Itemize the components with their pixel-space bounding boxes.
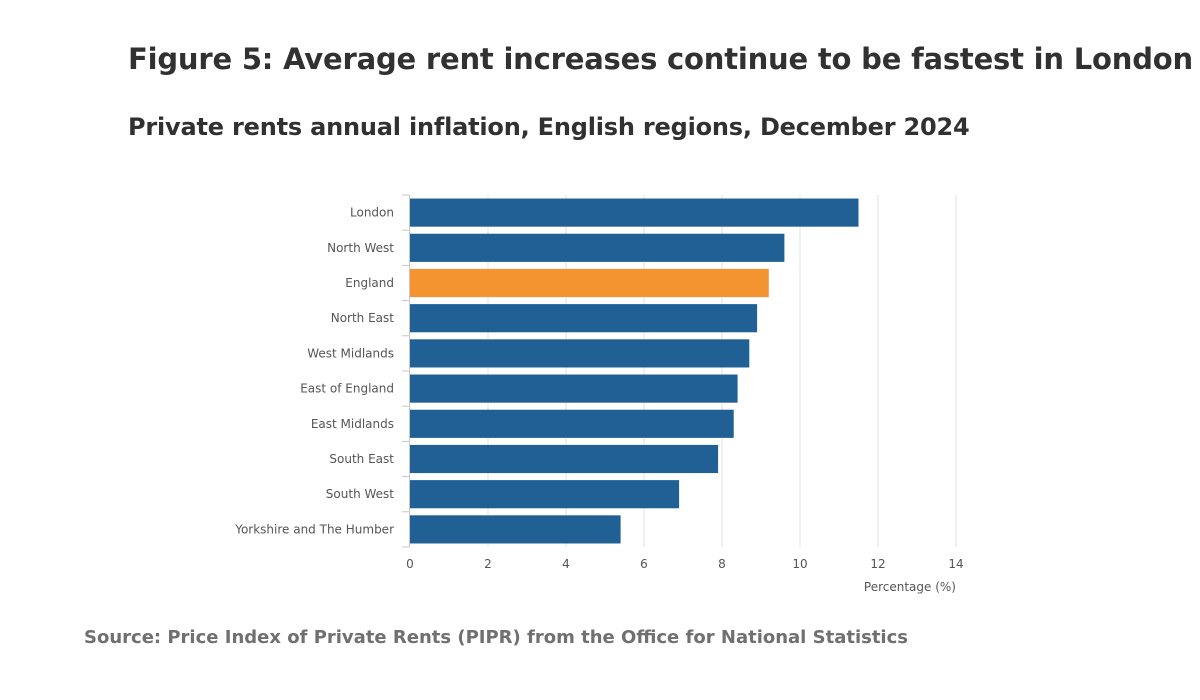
x-tick-label-12: 12 [870, 557, 885, 571]
category-label-north-east: North East [331, 311, 395, 325]
category-label-south-east: South East [329, 452, 394, 466]
category-label-england: England [345, 276, 394, 290]
x-tick-label-2: 2 [484, 557, 492, 571]
bar-east-of-england [410, 374, 738, 403]
x-tick-label-14: 14 [948, 557, 963, 571]
category-label-east-of-england: East of England [300, 382, 394, 396]
category-label-north-west: North West [327, 241, 394, 255]
x-tick-label-8: 8 [718, 557, 726, 571]
bar-london [410, 198, 859, 227]
figure-subtitle: Private rents annual inflation, English … [128, 113, 970, 141]
bar-yorkshire-and-the-humber [410, 515, 621, 544]
bar-south-east [410, 444, 719, 474]
x-tick-label-0: 0 [406, 557, 414, 571]
category-label-west-midlands: West Midlands [307, 346, 394, 360]
x-tick-label-6: 6 [640, 557, 648, 571]
x-tick-label-10: 10 [792, 557, 807, 571]
category-label-london: London [350, 206, 394, 220]
x-axis-title: Percentage (%) [864, 580, 956, 594]
category-labels: London North West England North East West Mi… [234, 206, 394, 537]
source-note: Source: Price Index of Private Rents (PI… [84, 627, 908, 648]
category-axis [402, 194, 410, 548]
bar-england [410, 268, 769, 298]
bar-west-midlands [410, 339, 750, 368]
bar-north-east [410, 304, 758, 333]
figure-title: Figure 5: Average rent increases continu… [128, 42, 1193, 76]
category-label-east-midlands: East Midlands [311, 417, 394, 431]
bar-east-midlands [410, 409, 734, 438]
bar-north-west [410, 233, 785, 262]
x-tick-label-4: 4 [562, 557, 570, 571]
bar-south-west [410, 480, 680, 509]
bars [410, 198, 859, 544]
x-tick-labels: 0 2 4 6 8 10 12 14 [406, 557, 963, 571]
category-label-yorkshire-and-the-humber: Yorkshire and The Humber [234, 522, 394, 536]
category-label-south-west: South West [326, 487, 394, 501]
